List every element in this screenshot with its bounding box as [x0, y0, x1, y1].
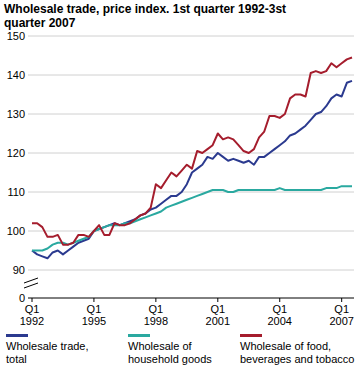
- y-tick-label: 150: [7, 30, 25, 42]
- grid-line: [28, 153, 354, 154]
- grid-line: [28, 75, 354, 76]
- x-tick: [341, 298, 342, 302]
- x-tick: [217, 298, 218, 302]
- grid-line: [28, 231, 354, 232]
- grid-line: [28, 36, 354, 37]
- grid-line: [28, 270, 354, 271]
- x-tick-label: Q12007: [329, 303, 353, 327]
- y-tick-label: 90: [13, 264, 25, 276]
- series-line: [32, 57, 352, 244]
- x-tick: [155, 298, 156, 302]
- y-tick-label: 130: [7, 108, 25, 120]
- axis-break: [24, 278, 38, 283]
- x-tick: [93, 298, 94, 302]
- x-tick-label: Q12004: [267, 303, 291, 327]
- legend-label: Wholesale of household goods: [128, 340, 228, 366]
- x-tick-label: Q11995: [82, 303, 106, 327]
- y-tick-label: 110: [7, 186, 25, 198]
- legend-label: Wholesale trade, total: [6, 340, 106, 366]
- legend-entry: Wholesale trade, total: [6, 334, 106, 366]
- x-tick-label: Q12001: [206, 303, 230, 327]
- grid-line: [28, 114, 354, 115]
- y-tick-label: 140: [7, 69, 25, 81]
- grid-line: [28, 192, 354, 193]
- legend-entry: Wholesale of household goods: [128, 334, 228, 366]
- title: Wholesale trade, price index. 1st quarte…: [4, 2, 304, 30]
- plot-area: [32, 57, 352, 258]
- x-tick: [32, 298, 33, 302]
- legend-swatch: [128, 334, 150, 337]
- x-tick: [279, 298, 280, 302]
- legend-swatch: [240, 334, 262, 337]
- grid-line: [28, 298, 354, 299]
- legend-swatch: [6, 334, 28, 337]
- x-tick-label: Q11992: [20, 303, 44, 327]
- x-tick-label: Q11998: [144, 303, 168, 327]
- series-line: [32, 186, 352, 250]
- axis-break: [24, 283, 38, 288]
- legend-label: Wholesale of food, beverages and tobacco: [240, 340, 358, 366]
- y-tick-label: 100: [7, 225, 25, 237]
- y-tick-label: 120: [7, 147, 25, 159]
- legend-entry: Wholesale of food, beverages and tobacco: [240, 334, 358, 366]
